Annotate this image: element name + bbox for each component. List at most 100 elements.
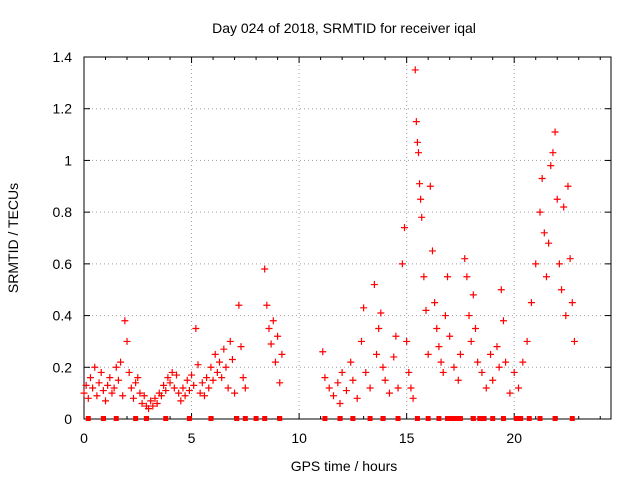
data-point (235, 301, 243, 309)
data-point (117, 358, 125, 366)
data-point (157, 392, 165, 400)
data-point (366, 384, 374, 392)
data-point (347, 358, 355, 366)
data-point (80, 389, 88, 397)
data-point (91, 363, 99, 371)
x-tick-label: 5 (188, 430, 196, 446)
zero-marker (395, 416, 401, 421)
data-point (373, 350, 381, 358)
zero-marker (186, 416, 192, 421)
data-point (570, 337, 578, 345)
data-point (426, 182, 434, 190)
data-point (330, 392, 338, 400)
data-point (379, 363, 387, 371)
plot-border (83, 56, 612, 420)
data-point (261, 265, 269, 273)
zero-marker (537, 416, 543, 421)
zero-marker (513, 416, 519, 421)
data-point (319, 348, 327, 356)
data-point (185, 387, 193, 395)
data-point (394, 384, 402, 392)
data-point (140, 392, 148, 400)
y-tick-label: 1 (64, 152, 72, 168)
data-point (422, 306, 430, 314)
data-point (136, 389, 144, 397)
data-point (407, 384, 415, 392)
zero-markers (85, 416, 575, 421)
data-point (506, 389, 514, 397)
data-point (390, 353, 398, 361)
data-point (478, 368, 486, 376)
data-point (89, 384, 97, 392)
axes (83, 56, 612, 420)
data-point (132, 379, 140, 387)
data-point (162, 387, 170, 395)
data-point (192, 325, 200, 332)
zero-marker (569, 416, 575, 421)
data-point (177, 397, 185, 405)
data-point (519, 358, 527, 366)
y-tick-label: 0.2 (53, 359, 73, 375)
data-point (405, 368, 413, 376)
data-point (392, 332, 400, 340)
data-point (179, 384, 187, 392)
data-point (188, 371, 196, 379)
y-tick-label: 0.6 (53, 256, 73, 272)
data-point (558, 286, 566, 294)
data-point (95, 379, 103, 387)
data-point (200, 392, 208, 400)
data-point (467, 337, 475, 345)
data-point (222, 363, 230, 371)
data-point (228, 356, 236, 364)
data-point (170, 384, 178, 392)
y-tick-label: 0 (64, 411, 72, 427)
data-point (86, 374, 94, 382)
data-point (560, 203, 568, 211)
data-point (471, 325, 479, 332)
zero-marker (143, 416, 149, 421)
data-point (97, 368, 105, 376)
data-point (454, 376, 462, 384)
zero-marker (277, 416, 283, 421)
data-point (413, 138, 421, 146)
data-point (168, 368, 176, 376)
x-tick-label: 15 (399, 430, 415, 446)
data-point (465, 312, 473, 320)
data-point (110, 384, 118, 392)
data-point (194, 361, 202, 369)
zero-marker (481, 416, 487, 421)
data-point (134, 374, 142, 382)
data-point (93, 392, 101, 400)
zero-marker (552, 416, 558, 421)
data-point (276, 379, 284, 387)
data-point (220, 345, 228, 353)
zero-marker (490, 416, 496, 421)
data-point (401, 224, 409, 232)
zero-marker (253, 416, 259, 421)
data-point (338, 368, 346, 376)
data-point (551, 128, 559, 136)
y-tick-label: 0.8 (53, 204, 73, 220)
data-point (545, 239, 553, 247)
zero-marker (425, 416, 431, 421)
data-point (540, 229, 548, 237)
zero-marker (113, 416, 119, 421)
data-point (271, 358, 279, 366)
data-point (461, 255, 469, 263)
data-point (263, 301, 271, 309)
data-point (555, 260, 563, 268)
y-tick-label: 1.2 (53, 101, 73, 117)
data-point (446, 332, 454, 340)
data-point (172, 371, 180, 379)
data-point (412, 118, 420, 126)
data-point (99, 387, 107, 395)
data-point (209, 376, 217, 384)
grid-lines (84, 57, 611, 419)
data-point (547, 162, 555, 170)
data-point (433, 325, 441, 332)
data-point (123, 337, 131, 345)
zero-marker (518, 416, 524, 421)
data-point (342, 387, 350, 395)
data-point (125, 368, 133, 376)
data-point (416, 180, 424, 188)
